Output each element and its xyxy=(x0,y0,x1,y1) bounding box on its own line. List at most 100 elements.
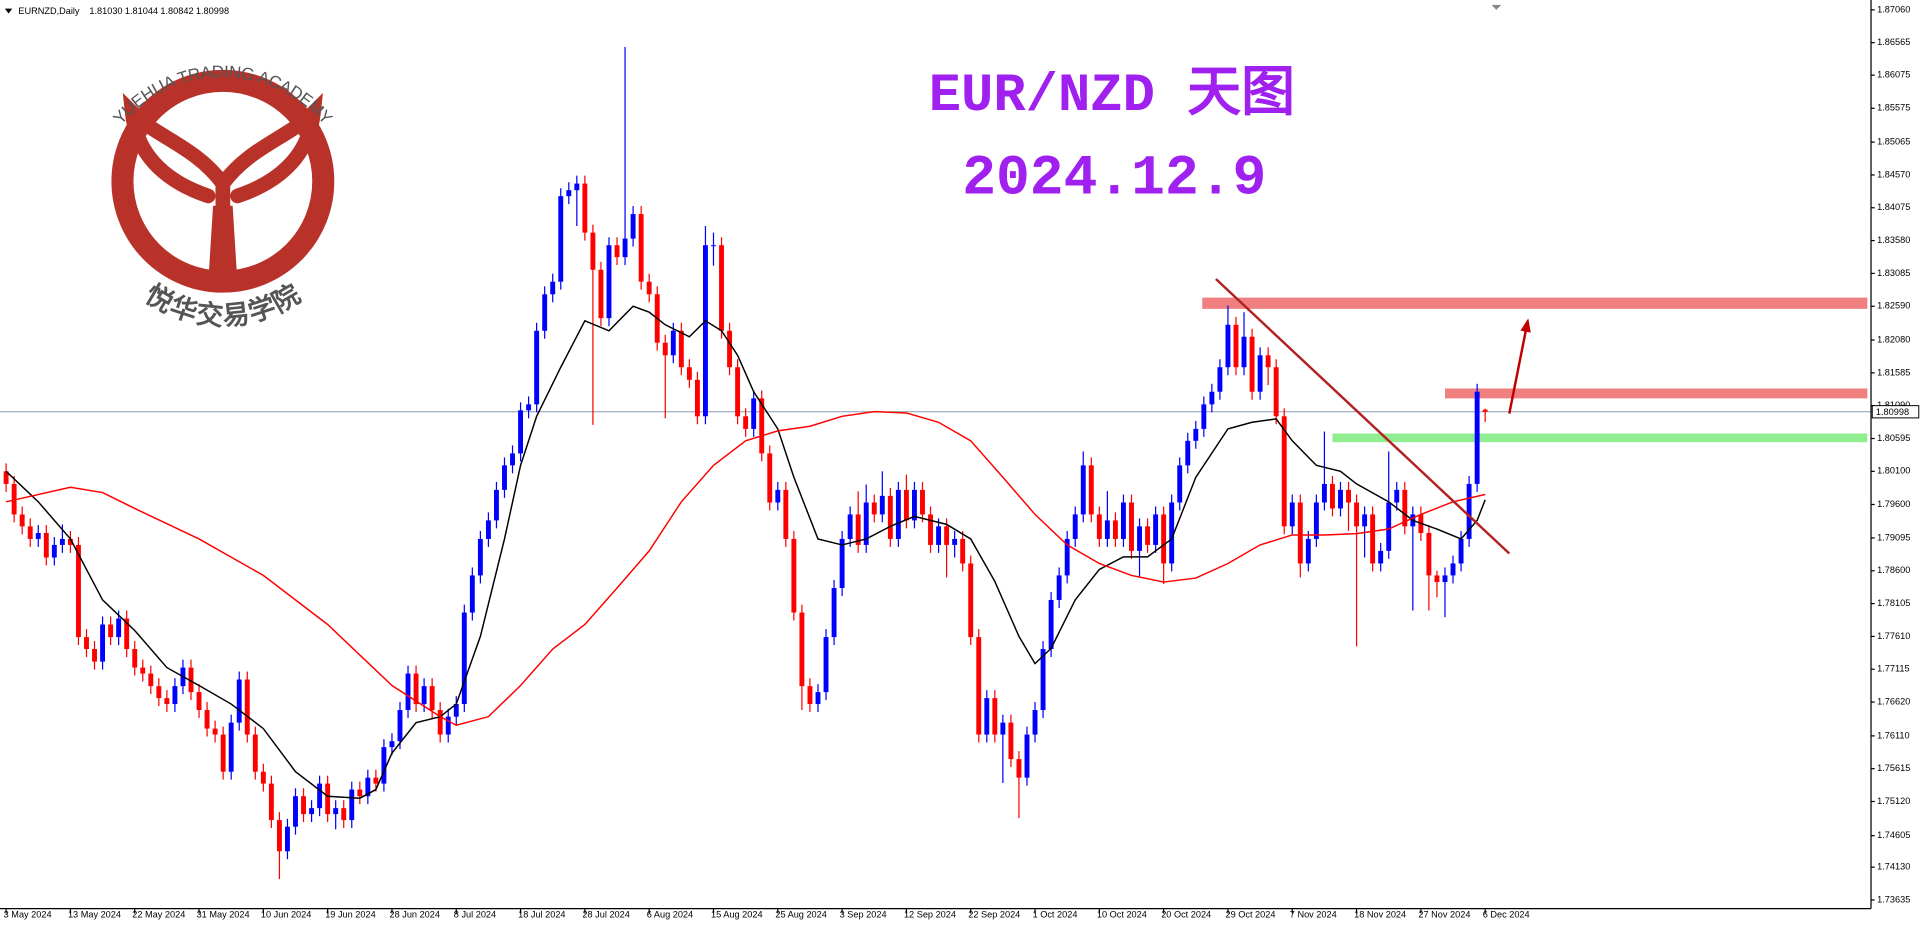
candle-body xyxy=(204,710,210,729)
header-high: 1.81044 xyxy=(125,6,158,16)
x-tick-label: 8 Jul 2024 xyxy=(454,910,496,920)
candle-body xyxy=(767,453,773,503)
candle-body xyxy=(1064,538,1070,576)
candle-body xyxy=(895,489,901,539)
y-tick-label: 1.78600 xyxy=(1877,565,1910,575)
candle-body xyxy=(791,538,797,613)
candle-body xyxy=(1225,324,1231,368)
x-tick-label: 10 Jun 2024 xyxy=(261,910,312,920)
candle-body xyxy=(960,538,966,564)
candle-body xyxy=(3,471,9,484)
y-tick-label: 1.87060 xyxy=(1877,4,1910,14)
candle-body xyxy=(43,532,49,558)
candle-body xyxy=(477,538,483,576)
header-close: 1.80998 xyxy=(196,6,229,16)
x-tick-label: 15 Aug 2024 xyxy=(711,910,763,920)
candle-body xyxy=(928,514,933,545)
y-tick-label: 1.79600 xyxy=(1877,499,1910,509)
candle-body xyxy=(1096,514,1102,539)
candle-body xyxy=(1305,538,1311,564)
candle-body xyxy=(1378,550,1384,564)
header-low: 1.80842 xyxy=(160,6,193,16)
x-tick-label: 6 Dec 2024 xyxy=(1483,910,1530,920)
candle-body xyxy=(1257,355,1263,392)
candle-body xyxy=(518,410,524,454)
candle-body xyxy=(1233,324,1239,368)
arrow-shaft xyxy=(1508,320,1529,414)
candle-body xyxy=(1209,391,1215,405)
candle-body xyxy=(879,495,885,515)
candle-body xyxy=(397,710,403,742)
candle-body xyxy=(220,734,226,772)
candle-body xyxy=(1169,502,1175,564)
x-tick-label: 19 Jun 2024 xyxy=(325,910,376,920)
y-tick-label: 1.81585 xyxy=(1877,367,1910,377)
candle-body xyxy=(196,692,202,711)
candle-body xyxy=(1394,489,1400,503)
candle-body xyxy=(59,538,65,545)
arrow-head xyxy=(1520,318,1531,333)
y-tick-label: 1.82080 xyxy=(1877,334,1910,344)
candle-body xyxy=(1000,722,1006,735)
candle-body xyxy=(317,783,323,809)
candle-body xyxy=(260,771,266,784)
candle-body xyxy=(526,404,532,411)
candle-body xyxy=(1161,514,1167,564)
candle-body xyxy=(783,489,789,539)
candle-body xyxy=(1362,514,1368,527)
scroll-marker xyxy=(1491,4,1502,10)
candle-body xyxy=(1338,489,1343,509)
candle-body xyxy=(727,330,733,368)
candle-body xyxy=(1137,526,1142,551)
candle-body xyxy=(984,698,990,735)
candle-body xyxy=(92,649,97,662)
candle-body xyxy=(1201,404,1207,429)
candle-body xyxy=(952,538,958,545)
candle-body xyxy=(510,453,515,466)
candle-body xyxy=(678,330,684,368)
y-tick-label: 1.85065 xyxy=(1877,137,1910,147)
y-tick-label: 1.73635 xyxy=(1877,894,1910,904)
x-tick-label: 3 Sep 2024 xyxy=(840,910,887,920)
x-tick-label: 22 May 2024 xyxy=(132,910,185,920)
candle-body xyxy=(1313,502,1319,539)
x-tick-label: 20 Oct 2024 xyxy=(1161,910,1211,920)
candle-body xyxy=(293,796,298,827)
candle-body xyxy=(27,526,33,539)
candle-body xyxy=(1370,514,1376,564)
x-tick-label: 28 Jun 2024 xyxy=(390,910,441,920)
candle-body xyxy=(606,245,612,319)
candle-body xyxy=(67,538,73,545)
y-tick-label: 1.83580 xyxy=(1877,235,1910,245)
candle-body xyxy=(244,679,250,735)
candle-body xyxy=(751,398,757,429)
y-tick-label: 1.78105 xyxy=(1877,598,1910,608)
candle-body xyxy=(903,489,909,521)
candle-body xyxy=(413,673,419,705)
candle-body xyxy=(76,544,81,638)
chart-subtitle: 2024.12.9 xyxy=(962,147,1266,211)
candle-body xyxy=(1185,440,1191,466)
candle-body xyxy=(309,808,315,815)
candle-body xyxy=(863,502,869,545)
candle-body xyxy=(992,698,998,735)
candle-body xyxy=(1088,465,1094,515)
y-tick-label: 1.86075 xyxy=(1877,70,1910,80)
y-tick-label: 1.86565 xyxy=(1877,37,1910,47)
candle-body xyxy=(100,624,106,662)
candle-body xyxy=(381,747,387,784)
y-tick-label: 1.81090 xyxy=(1877,400,1910,410)
candle-body xyxy=(1032,710,1038,735)
candle-body xyxy=(333,808,339,815)
candle-body xyxy=(156,686,162,699)
candle-body xyxy=(1281,416,1287,527)
y-tick-label: 1.85575 xyxy=(1877,103,1910,113)
x-tick-label: 31 May 2024 xyxy=(197,910,250,920)
candle-body xyxy=(799,612,805,687)
candle-body xyxy=(494,489,499,521)
candle-body xyxy=(228,722,234,772)
header-menu-icon[interactable] xyxy=(4,8,13,14)
candle-body xyxy=(944,526,950,545)
current-price-label: 1.80998 xyxy=(1876,407,1909,417)
